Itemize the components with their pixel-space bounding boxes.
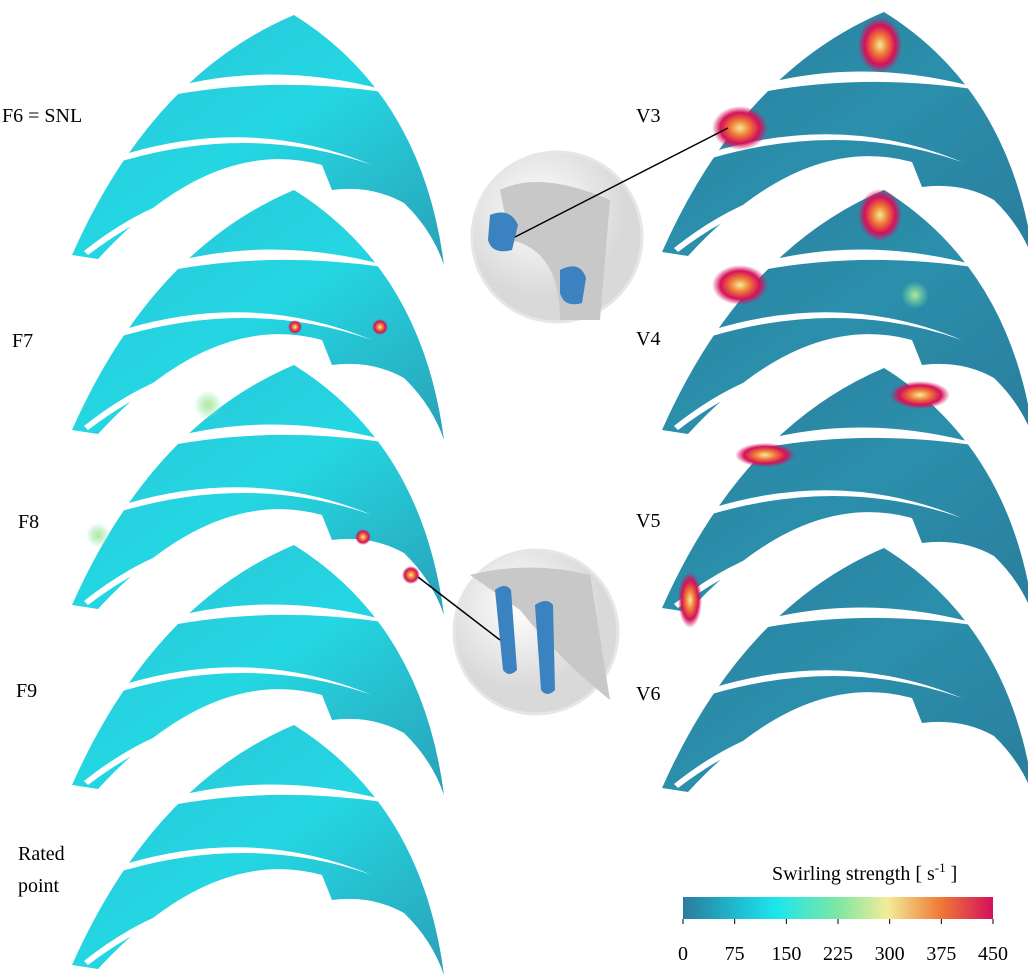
colorbar-title-text: Swirling strength [ s bbox=[772, 863, 935, 885]
colorbar-title: Swirling strength [ s-1] bbox=[772, 860, 957, 885]
panel-label: Rated bbox=[18, 843, 65, 865]
colorbar-scale bbox=[683, 897, 993, 919]
vortex-spot bbox=[901, 281, 929, 309]
vortex-spot bbox=[678, 572, 702, 628]
panel-label: F8 bbox=[18, 511, 39, 533]
contour-panel bbox=[72, 725, 444, 975]
panel-label: point bbox=[18, 875, 60, 897]
inset-vortex bbox=[560, 266, 586, 304]
vortex-spot bbox=[402, 566, 420, 584]
colorbar: Swirling strength [ s-1] 0 75 150 225 300 375… bbox=[678, 860, 1008, 965]
vortex-spot bbox=[712, 106, 768, 150]
panel-label: V6 bbox=[636, 683, 660, 705]
vortex-spot bbox=[712, 265, 768, 305]
panel-label: F6 = SNL bbox=[2, 105, 82, 127]
tick-label: 375 bbox=[926, 943, 956, 965]
vortex-spot bbox=[86, 523, 110, 547]
tick-label: 300 bbox=[875, 943, 905, 965]
right-panels bbox=[662, 12, 1028, 798]
contour-panel bbox=[662, 548, 1028, 798]
panel-label: F7 bbox=[12, 330, 33, 352]
vortex-spot bbox=[372, 319, 388, 335]
vortex-spot bbox=[890, 381, 950, 409]
vortex-spot bbox=[355, 529, 371, 545]
panel-label: V4 bbox=[636, 328, 660, 350]
tick-label: 75 bbox=[725, 943, 745, 965]
tick-label: 150 bbox=[771, 943, 801, 965]
colorbar-title-end: ] bbox=[951, 863, 958, 885]
colorbar-title-superscript: -1 bbox=[935, 860, 946, 875]
figure: F6 = SNL F7 F8 F9 Rated point V3 V4 V5 V… bbox=[0, 0, 1028, 978]
vortex-spot bbox=[858, 189, 902, 241]
vortex-spot bbox=[194, 391, 222, 419]
tick-label: 225 bbox=[823, 943, 853, 965]
panel-label: V5 bbox=[636, 510, 660, 532]
vortex-spot bbox=[735, 443, 795, 467]
panel-label: V3 bbox=[636, 105, 660, 127]
panel-label: F9 bbox=[16, 680, 37, 702]
left-panels bbox=[72, 15, 444, 975]
tick-label: 0 bbox=[678, 943, 688, 965]
vortex-spot bbox=[288, 320, 302, 334]
tick-label: 450 bbox=[978, 943, 1008, 965]
vortex-spot bbox=[858, 17, 902, 73]
